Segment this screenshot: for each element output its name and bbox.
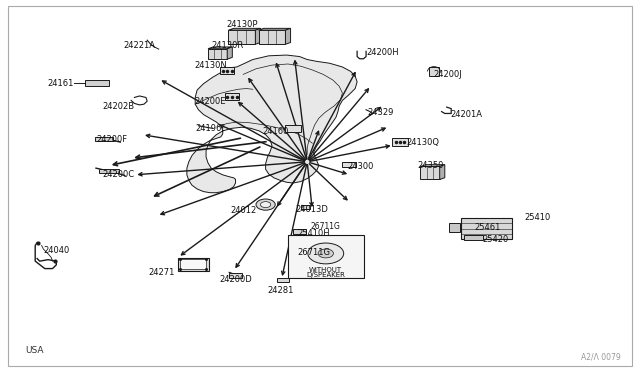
Text: 24271: 24271 <box>148 268 175 277</box>
Text: 24130Q: 24130Q <box>406 138 439 147</box>
Circle shape <box>308 243 344 264</box>
Polygon shape <box>208 47 232 49</box>
Bar <box>464 234 483 240</box>
Text: 24201A: 24201A <box>450 110 482 119</box>
Text: 24200H: 24200H <box>367 48 399 57</box>
Bar <box>225 93 239 100</box>
Bar <box>228 30 255 44</box>
Text: 24200J: 24200J <box>434 70 462 79</box>
Circle shape <box>318 249 333 258</box>
Bar <box>178 258 209 271</box>
Bar <box>220 67 234 74</box>
Bar <box>420 166 440 179</box>
Text: 24161: 24161 <box>47 79 74 88</box>
Bar <box>208 49 227 59</box>
Bar <box>449 223 460 232</box>
Text: 24221A: 24221A <box>124 41 156 50</box>
Circle shape <box>260 202 271 208</box>
Text: 24300: 24300 <box>347 162 374 171</box>
Bar <box>392 138 408 146</box>
Text: 24200C: 24200C <box>102 170 134 179</box>
Text: D/SPEAKER: D/SPEAKER <box>307 272 345 278</box>
Text: 24130P: 24130P <box>226 20 258 29</box>
Text: 24281: 24281 <box>267 286 294 295</box>
Polygon shape <box>187 55 357 193</box>
Text: 24013D: 24013D <box>296 205 329 214</box>
Text: USA: USA <box>26 346 44 355</box>
Bar <box>229 273 242 278</box>
Bar <box>277 278 289 282</box>
Text: 24202B: 24202B <box>102 102 134 110</box>
Polygon shape <box>228 28 260 30</box>
Polygon shape <box>227 47 232 59</box>
Text: 26711G: 26711G <box>311 222 340 231</box>
Text: 24200E: 24200E <box>194 97 226 106</box>
Text: 24160: 24160 <box>262 127 289 136</box>
Text: 25420: 25420 <box>483 235 509 244</box>
Text: A2/Λ 0079: A2/Λ 0079 <box>581 353 621 362</box>
Text: 24350: 24350 <box>417 161 444 170</box>
Bar <box>429 67 439 76</box>
Text: WITHOUT: WITHOUT <box>309 267 342 273</box>
Text: 25410H: 25410H <box>298 229 330 238</box>
Text: 24012: 24012 <box>230 206 257 215</box>
Bar <box>342 161 356 167</box>
Text: 26711G: 26711G <box>297 248 330 257</box>
Text: 24196: 24196 <box>195 124 222 133</box>
Text: 24329: 24329 <box>367 108 394 117</box>
Bar <box>285 125 301 132</box>
Polygon shape <box>259 28 291 30</box>
Text: 25410: 25410 <box>524 213 551 222</box>
Bar <box>288 235 364 278</box>
Bar <box>85 80 109 86</box>
Polygon shape <box>440 165 445 179</box>
Bar <box>259 30 285 44</box>
Bar <box>95 137 113 141</box>
Bar <box>293 229 306 234</box>
Polygon shape <box>255 28 260 44</box>
Circle shape <box>256 199 275 210</box>
Text: 24200D: 24200D <box>219 275 252 283</box>
Bar <box>180 259 206 269</box>
Text: 24040: 24040 <box>43 246 70 255</box>
Bar <box>301 205 310 209</box>
Bar <box>461 218 512 239</box>
Text: 25461: 25461 <box>474 223 501 232</box>
Text: 24130N: 24130N <box>195 61 228 70</box>
Polygon shape <box>285 28 291 44</box>
Bar <box>99 169 119 173</box>
Text: 24130R: 24130R <box>211 41 243 50</box>
Polygon shape <box>420 165 445 166</box>
Text: 24200F: 24200F <box>97 135 127 144</box>
